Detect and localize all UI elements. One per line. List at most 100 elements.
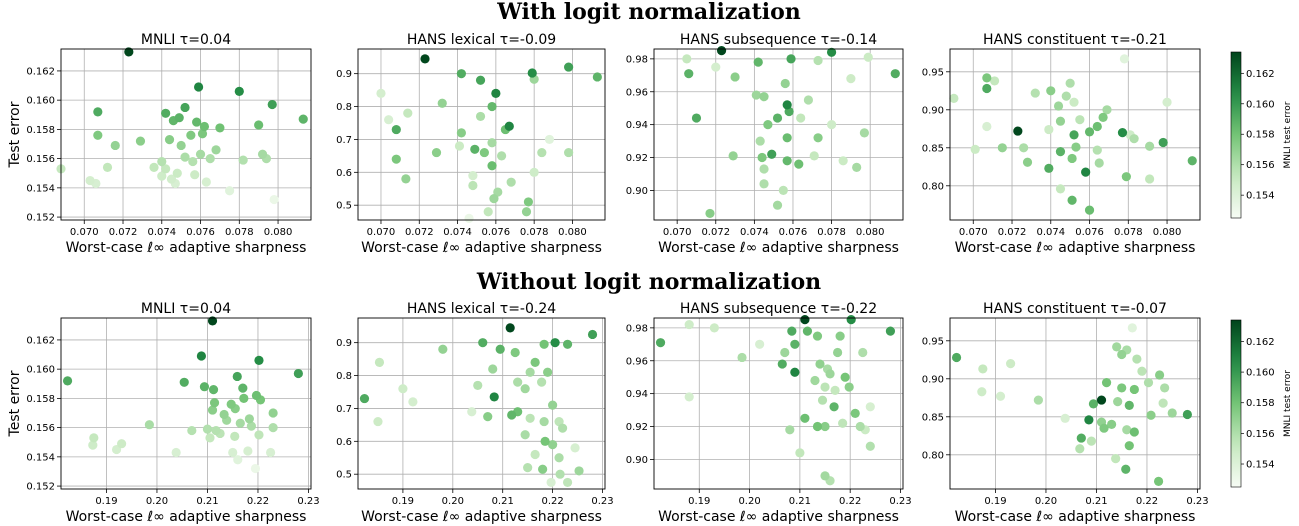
scatter-point (525, 413, 535, 423)
scatter-point (437, 98, 447, 108)
scatter-point (813, 133, 823, 143)
scatter-point (564, 62, 574, 72)
scatter-point (711, 62, 721, 72)
scatter-point (592, 72, 602, 82)
scatter-point (235, 418, 245, 428)
x-tick-label: 0.074 (740, 227, 769, 238)
scatter-point (780, 347, 790, 358)
scatter-point (1154, 370, 1165, 380)
y-tick-label: 0.154 (26, 183, 55, 194)
scatter-point (543, 367, 553, 377)
scatter-point (800, 315, 810, 325)
scatter-point (251, 390, 262, 401)
scatter-point (838, 418, 848, 428)
x-tick-label: 0.078 (1114, 227, 1143, 238)
x-axis-label: Worst-case ℓ∞ adaptive sharpness (955, 509, 1196, 525)
scatter-point (1160, 383, 1170, 393)
x-axis-label: Worst-case ℓ∞ adaptive sharpness (361, 509, 602, 525)
scatter-point (504, 121, 514, 131)
scatter-point (982, 121, 992, 132)
scatter-point (537, 147, 547, 158)
scatter-point (117, 439, 127, 449)
x-tick-label: 0.21 (492, 496, 514, 507)
scatter-point (199, 382, 210, 392)
scatter-point (187, 425, 197, 436)
colorbar-tick-label: 0.158 (1246, 398, 1275, 409)
scatter-point (293, 368, 303, 379)
scatter-point (949, 93, 959, 103)
x-tick-label: 0.070 (959, 227, 988, 238)
plot-frame (653, 48, 904, 221)
panel-4: 0.070 0.072 0.074 0.076 0.078 0.080 0.80 0.85 0.… (922, 32, 1201, 256)
scatter-point (1044, 163, 1054, 173)
scatter-point (1067, 153, 1077, 164)
scatter-point (89, 433, 99, 443)
scatter-point (1129, 384, 1139, 395)
section-title-with-normalization: With logit normalization (496, 0, 801, 25)
scatter-point (267, 99, 277, 110)
scatter-point (219, 409, 229, 420)
y-tick-label: 0.156 (26, 154, 55, 165)
scatter-point (982, 83, 992, 94)
x-tick-label: 0.080 (1153, 227, 1182, 238)
scatter-point (456, 128, 466, 138)
scatter-point (787, 326, 797, 336)
scatter-point (209, 398, 220, 408)
scatter-point (796, 113, 806, 123)
scatter-point (850, 408, 860, 418)
scatter-point (391, 124, 401, 135)
y-tick-label: 0.5 (336, 470, 352, 481)
scatter-point (538, 464, 548, 474)
scatter-point (487, 138, 497, 148)
scatter-point (1069, 97, 1079, 107)
panel-title: MNLI τ=0.04 (141, 301, 231, 317)
y-tick-label: 0.158 (26, 125, 55, 136)
y-tick-label: 0.5 (336, 201, 352, 212)
scatter-point (298, 114, 308, 124)
scatter-point (555, 469, 565, 479)
scatter-point (157, 156, 167, 167)
scatter-point (164, 135, 175, 145)
scatter-point (376, 88, 386, 98)
x-tick-label: 0.21 (196, 496, 218, 507)
x-tick-label: 0.21 (1085, 496, 1107, 507)
scatter-point (491, 88, 501, 98)
scatter-point (529, 167, 539, 177)
x-axis-label: Worst-case ℓ∞ adaptive sharpness (361, 240, 602, 256)
scatter-point (778, 185, 788, 196)
panel-title: MNLI τ=0.04 (141, 32, 231, 48)
scatter-point (195, 149, 206, 159)
y-tick-label: 0.95 (922, 336, 944, 347)
x-tick-label: 0.20 (1035, 496, 1057, 507)
x-tick-label: 0.23 (1186, 496, 1208, 507)
scatter-point (1182, 409, 1192, 420)
scatter-point (179, 377, 189, 387)
scatter-point (537, 377, 547, 387)
scatter-point (391, 154, 401, 164)
scatter-point (208, 385, 219, 395)
scatter-point (782, 156, 792, 166)
scatter-point (1107, 419, 1117, 429)
scatter-point (800, 413, 810, 423)
scatter-point (785, 425, 795, 435)
scatter-point (505, 323, 515, 333)
scatter-point (207, 316, 218, 326)
y-tick-label: 0.98 (626, 54, 648, 65)
y-tick-label: 0.8 (336, 371, 352, 382)
scatter-point (269, 194, 279, 205)
scatter-point (188, 156, 198, 167)
scatter-point (995, 391, 1006, 401)
scatter-point (1081, 167, 1091, 177)
scatter-point (1187, 156, 1197, 166)
x-tick-label: 0.080 (558, 227, 587, 238)
plot-frame (357, 48, 606, 221)
colorbar-tick-label: 0.158 (1246, 130, 1275, 141)
panel-title: HANS subsequence τ=-0.22 (680, 301, 877, 317)
x-tick-label: 0.072 (405, 227, 434, 238)
scatter-point (548, 440, 558, 450)
scatter-point (755, 136, 765, 146)
scatter-point (1117, 349, 1127, 360)
scatter-point (265, 447, 276, 458)
panel-5: 0.19 0.20 0.21 0.22 0.23 0.152 0.154 0.156 0.158… (7, 301, 320, 525)
